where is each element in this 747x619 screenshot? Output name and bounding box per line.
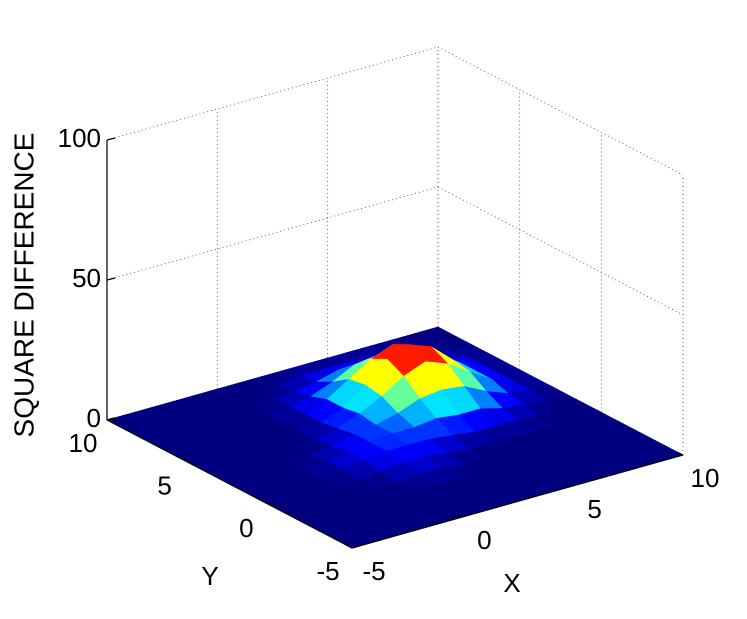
tick-mark	[456, 513, 463, 518]
axes: 0 50 100 -5 0 5 10 -5 0 5 10	[58, 123, 720, 586]
y-tick-label: 10	[69, 428, 98, 458]
x-axis-label: X	[503, 568, 520, 598]
tick-mark	[270, 502, 278, 506]
tick-mark	[188, 460, 196, 464]
grid-line	[106, 46, 439, 141]
x-tick-label: 0	[477, 525, 491, 555]
tick-mark	[106, 137, 116, 141]
tick-mark	[106, 417, 115, 421]
tick-mark	[345, 544, 353, 549]
x-axis	[351, 454, 684, 549]
z-tick-label: 100	[58, 123, 101, 153]
x-tick-label: 5	[587, 494, 601, 524]
tick-mark	[351, 545, 360, 549]
x-tick-label: -5	[362, 556, 385, 586]
y-axis-label: Y	[201, 561, 218, 591]
x-tick-label: 10	[691, 463, 720, 493]
grid-line	[437, 186, 684, 316]
y-axis	[106, 419, 353, 549]
tick-mark	[106, 277, 116, 281]
tick-mark	[566, 482, 573, 487]
surface	[106, 326, 684, 549]
grid-line	[106, 186, 439, 281]
y-tick-label: 5	[157, 471, 171, 501]
y-tick-label: -5	[316, 556, 339, 586]
tick-mark	[676, 451, 684, 456]
z-axis-label: SQUARE DIFFERENCE	[8, 133, 39, 438]
grid-line	[437, 46, 684, 176]
z-tick-label: 50	[72, 263, 101, 293]
z-tick-label: 0	[87, 403, 101, 433]
y-tick-label: 0	[239, 513, 253, 543]
